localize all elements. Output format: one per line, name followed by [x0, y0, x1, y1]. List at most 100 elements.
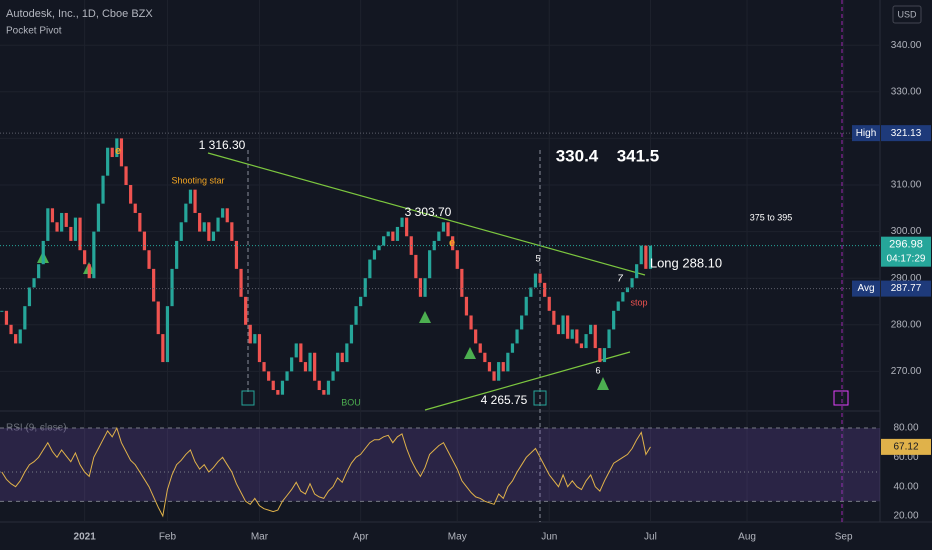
candle	[50, 208, 55, 223]
y-tick-label: 270.00	[891, 366, 922, 377]
annotation: Shooting star	[171, 175, 224, 185]
candle	[322, 390, 326, 395]
candle	[202, 222, 206, 232]
candle	[533, 273, 538, 288]
candle	[340, 352, 344, 363]
candle	[317, 380, 321, 391]
candle	[326, 380, 331, 395]
currency-box	[892, 5, 922, 24]
annotation: 375 to 395	[750, 212, 793, 222]
candle	[607, 329, 611, 349]
candle	[124, 166, 128, 185]
candle	[87, 264, 91, 279]
annotation: Long 288.10	[650, 255, 722, 270]
y-tick-label: 20.00	[893, 511, 918, 522]
candle	[83, 250, 87, 265]
candle	[161, 334, 165, 363]
triangle	[464, 347, 476, 359]
candle	[280, 380, 285, 395]
candle	[345, 343, 349, 363]
candle	[547, 296, 551, 311]
candle	[446, 222, 450, 237]
candle	[556, 324, 561, 335]
tag-value-box	[881, 280, 931, 297]
candle	[239, 268, 243, 297]
candle	[41, 240, 45, 265]
chart-title: Autodesk, Inc., 1D, Cboe BZX	[6, 8, 153, 20]
y-tick-label: 310.00	[891, 180, 922, 191]
candle	[543, 282, 547, 297]
candle	[303, 362, 308, 372]
tag-value: 287.77	[891, 283, 922, 294]
earnings-markers	[241, 390, 849, 406]
candle	[478, 343, 482, 353]
candle	[391, 231, 395, 241]
annotation: 3 303.70	[405, 205, 452, 219]
candle	[193, 189, 197, 213]
candle	[55, 222, 59, 232]
candle	[92, 231, 96, 279]
candles	[0, 138, 653, 395]
candle	[110, 147, 114, 158]
candle	[400, 217, 404, 227]
tag-label-box	[852, 125, 880, 142]
candle	[46, 208, 50, 241]
candle	[308, 352, 312, 372]
y-tick-label: 330.00	[891, 86, 922, 97]
candle	[363, 278, 367, 297]
candle	[428, 250, 432, 279]
candle	[129, 184, 133, 204]
tag-value-box	[881, 125, 931, 142]
candle	[382, 236, 386, 246]
candle	[0, 310, 4, 312]
candle	[69, 226, 73, 241]
x-tick-label: Sep	[835, 532, 853, 543]
candle	[248, 324, 252, 344]
candle	[23, 306, 27, 330]
annotation: stop	[630, 297, 647, 307]
candle	[267, 371, 271, 381]
candle	[179, 222, 183, 241]
candle	[414, 254, 418, 279]
x-tick-label: Jul	[644, 532, 657, 543]
x-tick-label: Apr	[353, 532, 369, 543]
candle	[570, 329, 574, 339]
annotation: 7	[617, 274, 623, 285]
annotation: 1 316.30	[199, 138, 246, 152]
earnings-box	[833, 390, 849, 406]
candle	[474, 329, 478, 344]
candle	[561, 315, 565, 335]
rsi-title: RSI (9, close)	[6, 423, 67, 434]
candle	[432, 240, 436, 251]
candle	[359, 296, 363, 307]
indicator-name: Pocket Pivot	[6, 26, 62, 37]
candle	[198, 212, 202, 232]
candle	[313, 352, 317, 381]
candle	[271, 380, 275, 391]
candle	[437, 231, 441, 241]
candle	[418, 278, 423, 297]
candle	[216, 217, 220, 232]
candle	[593, 324, 597, 349]
annotation: 341.5	[617, 146, 660, 165]
triangle	[419, 311, 431, 323]
candle	[18, 329, 22, 344]
annotation: 5	[535, 253, 540, 263]
candle	[354, 306, 358, 325]
x-tick-label: Mar	[251, 532, 269, 543]
annotation: BOU	[341, 397, 361, 407]
candle	[460, 268, 464, 297]
candle	[262, 362, 266, 372]
candle	[625, 287, 630, 293]
candle	[4, 310, 9, 325]
y-tick-label: 340.00	[891, 40, 922, 51]
triangle	[597, 377, 609, 390]
y-tick-label: 280.00	[891, 319, 922, 330]
earnings-box	[533, 390, 547, 406]
candle	[501, 362, 505, 372]
candle	[78, 217, 82, 251]
candle	[455, 250, 459, 269]
last-price: 296.98	[889, 239, 923, 251]
trend-line	[207, 152, 646, 276]
